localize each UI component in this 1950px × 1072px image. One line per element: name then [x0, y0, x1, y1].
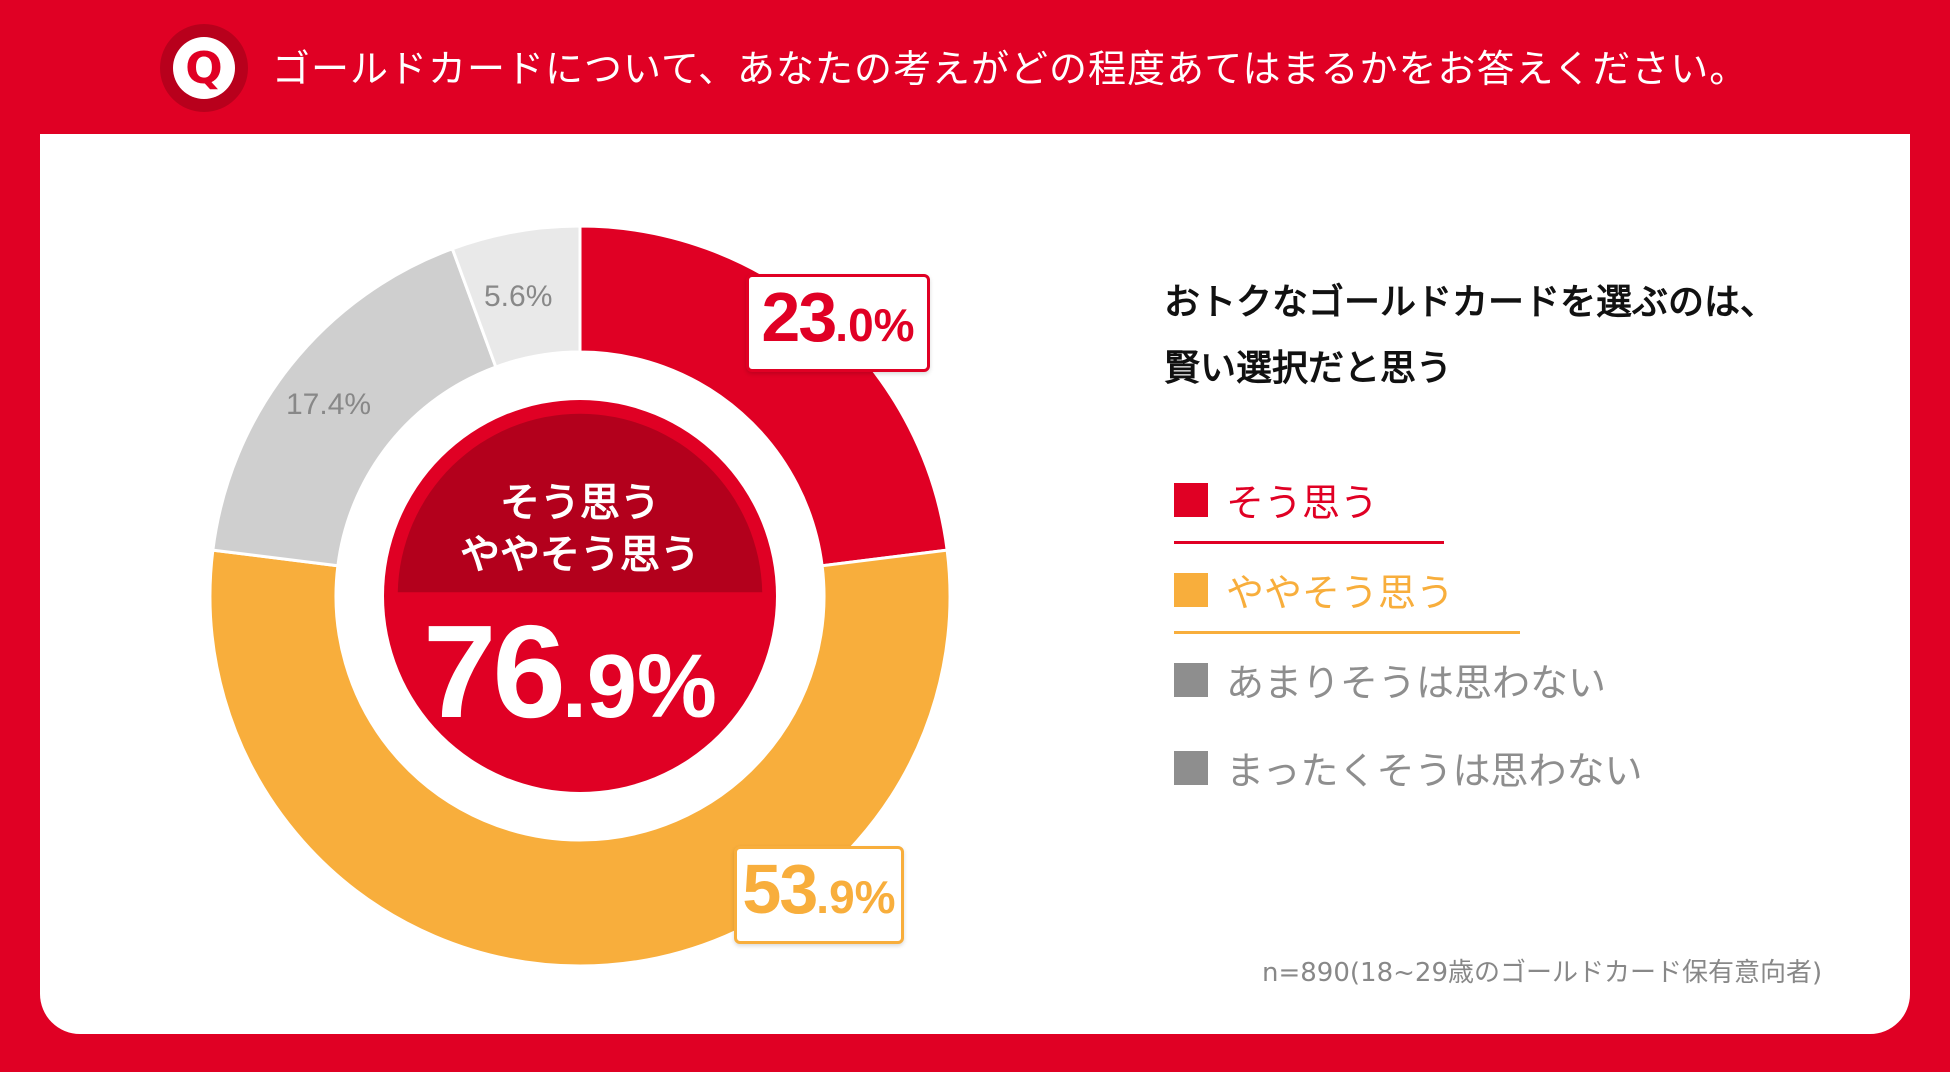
donut-chart — [208, 224, 952, 968]
sample-note: n=890(18~29歳のゴールドカード保有意向者) — [1262, 958, 1823, 988]
legend-item-mattaku: まったくそうは思わない — [1174, 740, 1642, 795]
label-yaya-big: 53 — [742, 850, 818, 928]
center-total-small: .9% — [561, 637, 717, 737]
legend-item-sou-omou: そう思う — [1174, 472, 1444, 544]
question-badge: Q — [160, 24, 248, 112]
chart-title: おトクなゴールドカードを選ぶのは、 賢い選択だと思う — [1164, 270, 1776, 402]
chart-title-line1: おトクなゴールドカードを選ぶのは、 — [1164, 282, 1777, 323]
legend-label-amari: あまりそうは思わない — [1226, 661, 1607, 705]
label-yaya-small: .9% — [816, 871, 896, 923]
label-mattaku: 5.6% — [484, 280, 553, 313]
legend-swatch-gray-2 — [1174, 750, 1208, 785]
center-total: 76.9% — [380, 596, 760, 747]
question-text: ゴールドカードについて、あなたの考えがどの程度あてはまるかをお答えください。 — [272, 47, 1749, 91]
chart-panel: そう思う ややそう思う 76.9% 23.0% 53.9% 17.4% 5.6%… — [40, 134, 1910, 1034]
center-label-line1: そう思う — [500, 480, 660, 526]
legend-swatch-orange — [1174, 572, 1208, 607]
legend-swatch-red — [1174, 482, 1208, 517]
label-sou-omou-small: .0% — [835, 299, 915, 351]
legend-swatch-gray — [1174, 662, 1208, 697]
center-cap — [397, 413, 763, 593]
header: Q ゴールドカードについて、あなたの考えがどの程度あてはまるかをお答えください。 — [0, 0, 1950, 134]
chart-title-line2: 賢い選択だと思う — [1164, 348, 1453, 389]
label-sou-omou-big: 23 — [761, 278, 837, 356]
legend-label-mattaku: まったくそうは思わない — [1226, 749, 1643, 793]
center-total-big: 76 — [423, 598, 566, 745]
q-icon: Q — [173, 37, 235, 99]
legend-label-sou-omou: そう思う — [1226, 481, 1379, 525]
legend-label-yaya: ややそう思う — [1226, 571, 1455, 615]
legend-item-yaya: ややそう思う — [1174, 562, 1520, 634]
label-sou-omou: 23.0% — [746, 274, 930, 372]
legend-item-amari: あまりそうは思わない — [1174, 652, 1606, 707]
label-amari: 17.4% — [286, 388, 372, 421]
label-yaya-sou-omou: 53.9% — [734, 846, 904, 944]
center-label-line2: ややそう思う — [460, 532, 700, 578]
